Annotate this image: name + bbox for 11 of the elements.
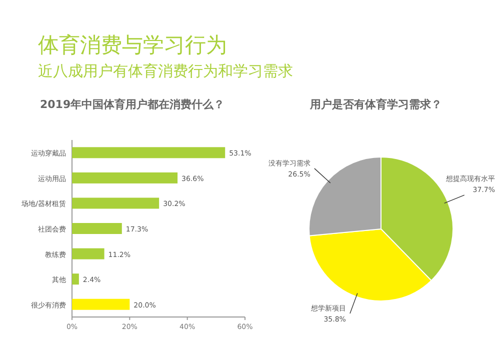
bar: [72, 223, 122, 234]
bar: [72, 298, 130, 310]
chart-title: 2019年中国体育用户都在消费什么？: [40, 98, 225, 111]
bar: [72, 248, 104, 260]
bar: [72, 147, 226, 158]
bar: [72, 198, 160, 209]
bar: [72, 274, 79, 285]
text: 体育消费与学习行为: [38, 33, 227, 57]
chart-title: 用户是否有体育学习需求？: [309, 98, 442, 111]
bar: [72, 172, 178, 184]
text: 近八成用户有体育消费行为和学习需求: [38, 62, 293, 80]
